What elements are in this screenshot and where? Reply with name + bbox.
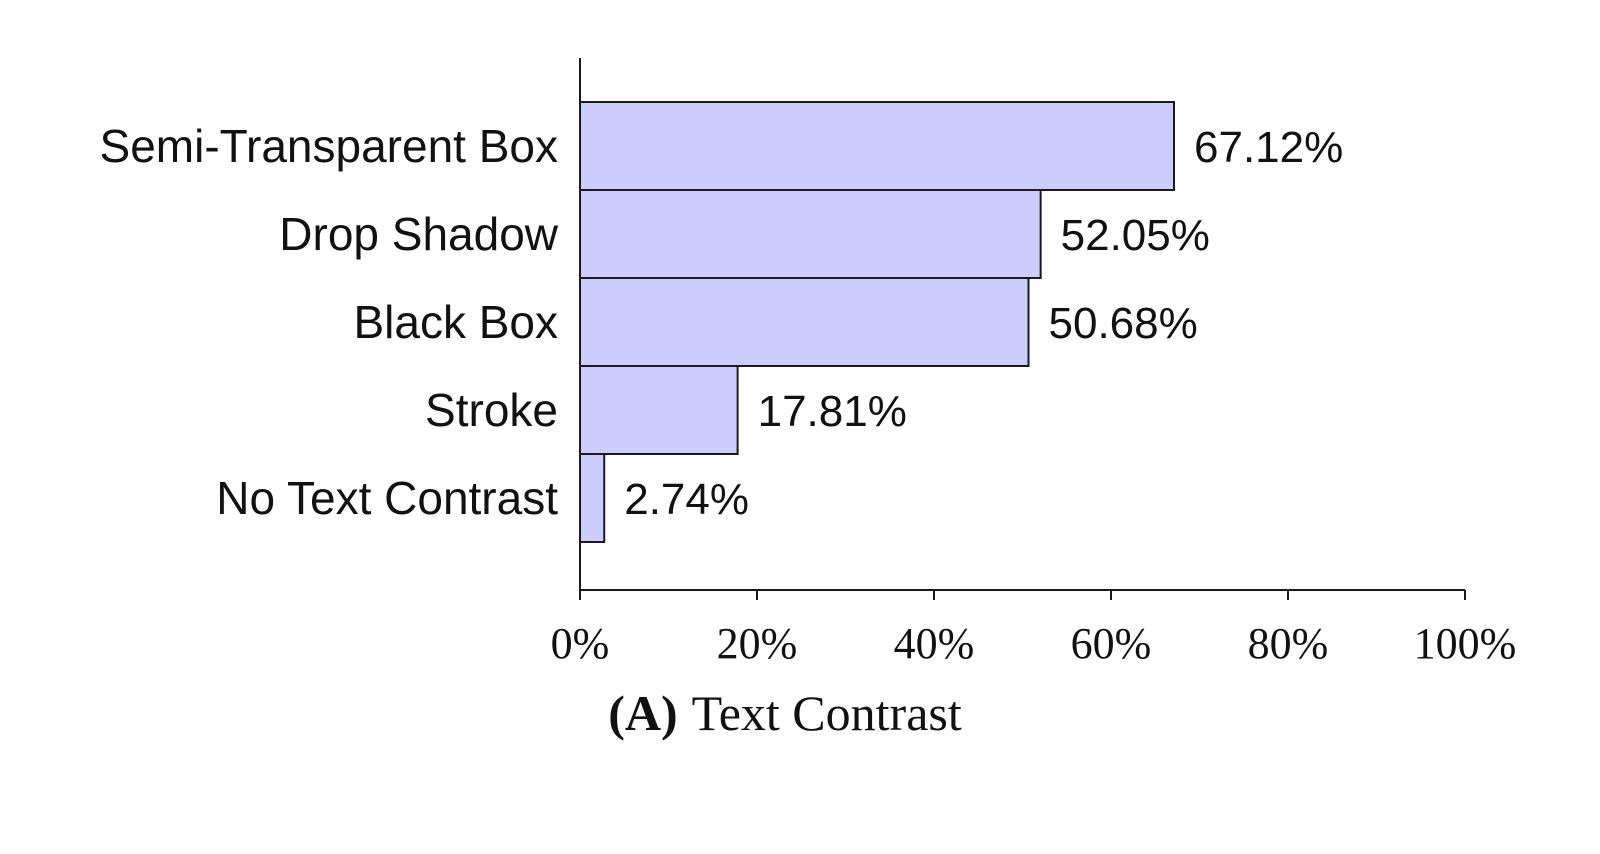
value-label-0: 67.12%	[1194, 123, 1343, 172]
x-tick-label-0: 0%	[551, 619, 610, 668]
bar-3	[579, 365, 739, 455]
value-labels: 67.12% 52.05% 50.68% 17.81%2.74%	[624, 123, 1343, 524]
bar-1	[579, 189, 1042, 279]
x-tick-label-3: 60%	[1071, 619, 1152, 668]
value-label-3: 17.81%	[758, 387, 907, 436]
category-label-4: No Text Contrast	[216, 472, 558, 524]
bars-layer	[579, 101, 1176, 543]
category-labels: Semi-Transparent Box Drop Shadow Black Box…	[100, 120, 559, 524]
caption-prefix: (A)	[608, 685, 677, 741]
category-label-2: Black Box	[353, 296, 558, 348]
x-tick-label-4: 80%	[1248, 619, 1329, 668]
caption-text: Text Contrast	[692, 685, 962, 741]
value-label-2: 50.68%	[1049, 299, 1198, 348]
x-tick-label-5: 100%	[1414, 619, 1517, 668]
bar-4	[579, 453, 606, 543]
value-label-1: 52.05%	[1061, 211, 1210, 260]
category-label-1: Drop Shadow	[279, 208, 558, 260]
x-tick-label-1: 20%	[717, 619, 798, 668]
x-ticks: 0% 20% 40% 60% 80% 100%	[551, 590, 1517, 668]
category-label-3: Stroke	[425, 384, 558, 436]
bar-2	[579, 277, 1030, 367]
chart-caption: (A) Text Contrast	[608, 685, 962, 741]
category-label-0: Semi-Transparent Box	[100, 120, 558, 172]
x-tick-label-2: 40%	[894, 619, 975, 668]
axes	[579, 58, 1465, 591]
value-label-4: 2.74%	[624, 475, 749, 524]
bar-0	[579, 101, 1176, 191]
